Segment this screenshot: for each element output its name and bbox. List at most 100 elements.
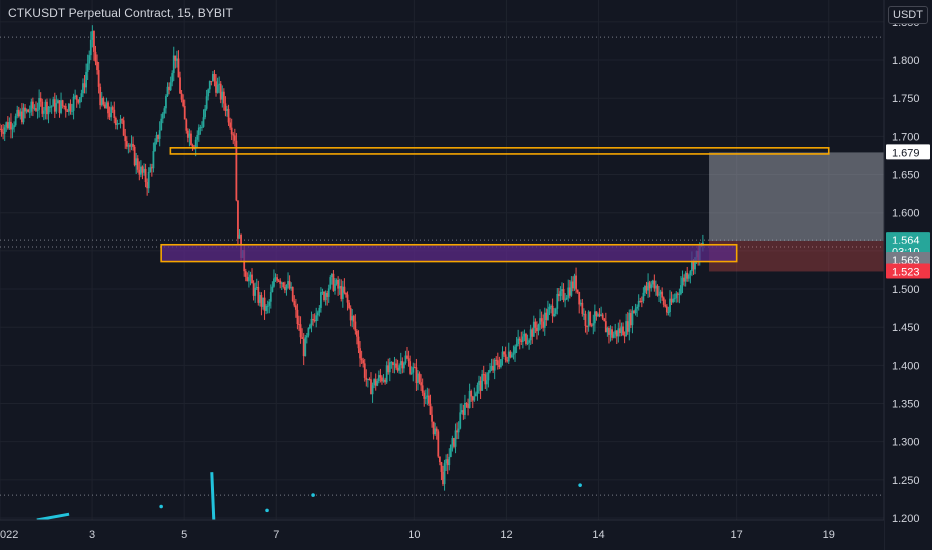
candle-body [435,428,438,432]
candle-body [21,111,23,123]
candle-body [35,108,37,111]
candle-body [100,97,103,106]
drawn-zones[interactable] [160,147,830,263]
candle-body [44,101,47,111]
candle-body [55,103,58,112]
candle-body [521,336,524,342]
candle-body [80,93,83,98]
candle-body [279,280,282,284]
time-axis-bg [0,520,884,550]
candle-body [603,318,606,322]
position-tool[interactable] [709,152,884,272]
candle-body [532,321,535,337]
resistance-zone-upper[interactable] [169,147,830,155]
candle-body [302,338,305,357]
candle-body [0,128,3,133]
candle-body [528,340,531,343]
candle-body [69,103,72,111]
candle-body [393,363,396,365]
candle-body [564,299,567,301]
candle-body [512,353,515,355]
candle-body [324,292,327,301]
candle-body [581,302,584,314]
candle-body [395,363,397,368]
candle-body [417,373,419,384]
candle-body [620,326,623,334]
candle-body [561,289,563,292]
candle-body [672,298,675,303]
candle-body [554,308,557,314]
indicator-mark [36,512,70,522]
price-label-text: 1.679 [892,147,920,159]
candle-body [423,392,426,399]
candle-body [168,86,170,91]
currency-button[interactable]: USDT [888,6,928,24]
candle-body [498,365,501,367]
price-label-box [886,232,930,248]
candle-body [590,324,593,326]
candle-body [299,324,302,338]
time-tick-label: 022 [0,529,18,541]
candle-body [518,338,521,341]
time-tick-label: 19 [823,529,835,541]
candle-body [122,120,125,136]
candle-body [186,130,189,138]
candle-body [321,291,324,293]
candle-body [548,306,551,310]
candle-body [584,313,587,327]
candle-body [576,289,579,293]
candle-body [273,278,275,287]
time-tick-label: 7 [273,529,279,541]
candle-body [691,260,693,272]
candle-body [329,277,332,289]
candle-body [125,141,128,147]
candle-body [226,108,228,111]
candle-body [587,311,590,327]
candle-body [363,363,366,378]
candle-body [188,133,191,138]
candle-body [39,97,42,102]
candle-body [553,313,556,317]
candle-body [640,300,643,302]
candle-body [529,329,532,341]
candle-body [611,329,613,338]
candle-body [648,282,651,289]
candle-body [263,297,266,311]
candle-body [623,335,626,337]
candle-body [510,354,513,358]
candle-body [268,301,271,306]
candle-body [653,280,656,289]
candle-body [644,286,646,293]
candle-body [213,73,216,82]
candle-body [479,380,482,391]
candle-body [349,308,352,321]
time-axis[interactable]: 022 3 5 7 10 12 14 17 19 [0,519,884,550]
candle-body [138,169,141,175]
candle-body [204,108,206,118]
candle-body [589,311,592,325]
price-tick-label: 1.750 [892,93,920,105]
candle-body [334,283,336,291]
candle-body [114,118,117,125]
candle-body [132,143,134,147]
candle-body [154,142,156,152]
candle-body [586,326,588,328]
candle-body [507,351,510,362]
candle-body [517,338,520,345]
price-tick-label: 1.650 [892,170,920,182]
candle-body [637,300,640,307]
candle-body [227,108,230,123]
time-tick-label: 3 [89,529,95,541]
candle-body [612,334,615,338]
candle-body [341,286,344,299]
support-zone-purple[interactable] [160,243,738,263]
candle-body [6,122,9,129]
candle-body [543,312,546,328]
candle-body [211,73,214,82]
candle-body [205,96,208,109]
candle-body [17,109,20,117]
candle-body [631,310,634,326]
candle-body [175,58,178,61]
candle-body [669,298,671,312]
